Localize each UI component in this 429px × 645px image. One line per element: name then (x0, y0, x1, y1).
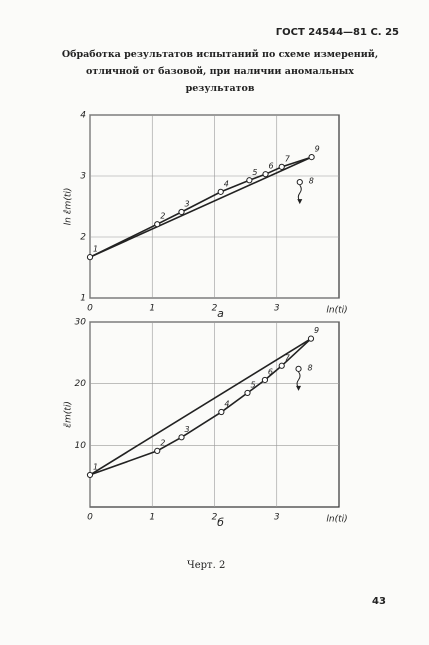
y-tick-label: 20 (75, 379, 87, 389)
point-label: 6 (268, 367, 273, 376)
point-label: 6 (269, 162, 274, 171)
data-line (89, 338, 312, 476)
title: Обработка результатов испытаний по схеме… (61, 49, 379, 94)
point-label: 9 (315, 145, 320, 154)
data-point (86, 471, 94, 479)
x-tick-label: 1 (149, 513, 155, 523)
x-tick-label: 0 (87, 304, 93, 314)
outlier-arrowhead (296, 385, 302, 391)
y-tick-label: 10 (75, 441, 87, 451)
data-point (246, 177, 253, 184)
point-label: 4 (224, 179, 229, 188)
data-point (278, 163, 285, 170)
point-label: 7 (285, 154, 291, 163)
panel-label: б (217, 516, 224, 529)
caption: Черт. 2 (187, 560, 226, 571)
y-tick-label: 30 (75, 318, 87, 328)
x-axis-label: ln(ti) (326, 306, 347, 316)
data-point (278, 362, 285, 369)
data-point (307, 335, 315, 342)
point-label: 2 (160, 212, 165, 221)
data-point (261, 376, 269, 384)
y-axis-label: ln ε̂m(ti) (63, 188, 74, 226)
data-point (86, 254, 94, 261)
point-label: 5 (250, 380, 255, 389)
straight-line (89, 337, 312, 476)
data-point (178, 208, 185, 216)
point-label: 9 (314, 326, 319, 335)
point-label: 2 (160, 438, 165, 447)
data-point (217, 188, 224, 195)
outlier-point (296, 179, 303, 186)
x-tick-label: 3 (274, 304, 280, 314)
x-tick-label: 3 (274, 513, 280, 523)
data-point (178, 434, 185, 441)
y-tick-label: 2 (80, 233, 86, 243)
data-point (262, 171, 269, 178)
outlier-arrow (297, 184, 302, 202)
x-tick-label: 1 (149, 304, 155, 314)
point-label: 1 (93, 245, 98, 254)
y-tick-label: 4 (80, 111, 86, 121)
y-tick-label: 3 (80, 172, 86, 182)
point-label: 1 (93, 462, 98, 471)
outlier-arrowhead (297, 199, 303, 205)
x-tick-label: 2 (212, 304, 218, 314)
y-tick-label: 1 (80, 294, 86, 304)
point-label: 5 (252, 168, 257, 177)
data-point (218, 408, 225, 416)
x-axis-label: ln(ti) (326, 515, 347, 525)
straight-line (89, 156, 312, 258)
point-label: 7 (285, 353, 291, 362)
point-label: 8 (308, 363, 313, 372)
x-tick-label: 2 (212, 513, 218, 523)
point-label: 4 (224, 400, 229, 409)
data-point (244, 389, 251, 397)
panel-label: а (217, 307, 224, 320)
y-axis-label: ε̃m(ti) (64, 401, 74, 428)
point-label: 8 (309, 177, 314, 186)
data-point (154, 221, 161, 228)
outlier-arrow (296, 371, 301, 389)
page-number: 43 (372, 596, 386, 607)
header: ГОСТ 24544—81 С. 25 (275, 27, 399, 38)
x-tick-label: 0 (87, 513, 93, 523)
data-point (154, 447, 161, 454)
point-label: 3 (185, 199, 190, 208)
data-point (308, 153, 315, 161)
outlier-point (295, 365, 302, 372)
point-label: 3 (185, 425, 190, 434)
